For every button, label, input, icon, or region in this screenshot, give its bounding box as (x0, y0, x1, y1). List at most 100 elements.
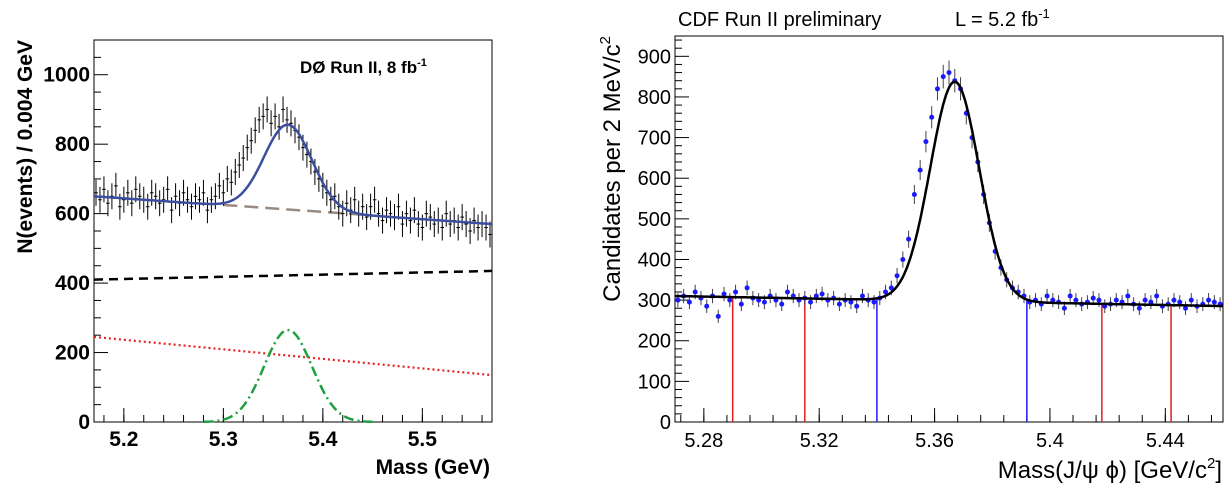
right-x-tick-label: 5.32 (800, 430, 839, 452)
right-x-tick-label: 5.28 (684, 430, 723, 452)
right-data-point (906, 236, 912, 242)
right-y-tick-label: 600 (638, 168, 671, 190)
left-y-tick-label: 800 (55, 133, 90, 156)
left-y-axis-label: N(events) / 0.004 GeV (14, 40, 37, 254)
right-data-point (900, 256, 906, 262)
right-data-point (946, 70, 952, 76)
right-data-point (813, 293, 819, 299)
right-title: CDF Run II preliminary (678, 9, 881, 31)
left-x-tick-label: 5.5 (408, 428, 438, 451)
right-data-point (819, 291, 825, 297)
right-data-point (779, 301, 785, 307)
right-y-tick-label: 200 (638, 331, 671, 353)
right-data-point (854, 303, 860, 309)
left-x-tick-label: 5.3 (209, 428, 238, 451)
right-data-point (1148, 299, 1154, 305)
right-y-tick-label: 900 (638, 46, 671, 68)
left-dotted-red-line (93, 335, 493, 377)
right-data-point (859, 293, 865, 299)
right-data-point (1096, 297, 1102, 303)
right-data-point (1067, 293, 1073, 299)
right-data-point (756, 297, 762, 303)
right-data-point (1211, 299, 1217, 305)
right-data-point (738, 301, 744, 307)
left-x-tick-label: 5.2 (109, 428, 138, 451)
right-x-tick-label: 5.4 (1036, 430, 1064, 452)
right-data-point (888, 285, 894, 291)
left-y-tick-label: 400 (55, 272, 90, 295)
right-data-point (715, 313, 721, 319)
right-data-point (923, 139, 929, 145)
right-plot-frame (674, 35, 1224, 423)
right-chart: 0 100 200 300 400 500 600 700 800 900 5.28 5.32 5.3… (597, 6, 1224, 484)
right-data-point (1090, 295, 1096, 301)
right-data-point (848, 299, 854, 305)
right-data-point (1044, 293, 1050, 299)
right-data-point (1183, 305, 1189, 311)
right-data-point (686, 299, 692, 305)
right-data-point (883, 289, 889, 295)
left-total-fit-curve (93, 123, 493, 226)
right-data-point (704, 303, 710, 309)
right-data-point (1136, 305, 1142, 311)
right-data-point (784, 289, 790, 295)
right-data-point (733, 289, 739, 295)
right-y-axis: 0 100 200 300 400 500 600 700 800 900 (638, 39, 689, 434)
left-plot-frame (93, 39, 493, 423)
left-background-line (223, 203, 373, 217)
right-x-axis-label: Mass(J/ψ ϕ) [GeV/c2] (998, 455, 1222, 484)
left-signal-curve (203, 328, 373, 424)
left-y-tick-label: 200 (55, 342, 90, 365)
right-fit-curve (674, 80, 1223, 308)
left-series-group (93, 96, 493, 424)
right-x-tick-label: 5.36 (915, 430, 954, 452)
right-data-point (1188, 297, 1194, 303)
right-data-point (727, 297, 733, 303)
right-y-tick-label: 0 (660, 412, 671, 434)
right-data-point (1073, 297, 1079, 303)
right-data-point (808, 299, 814, 305)
right-series-group (674, 60, 1223, 422)
left-x-axis-label: Mass (GeV) (376, 456, 490, 479)
right-data-point (940, 74, 946, 80)
right-y-axis-label: Candidates per 2 MeV/c2 (597, 36, 626, 302)
right-data-point (1177, 299, 1183, 305)
left-dashed-black-line (93, 269, 493, 281)
left-y-axis: 0 200 400 600 800 1000 (43, 39, 108, 434)
right-data-point (1113, 297, 1119, 303)
right-data-point (871, 299, 877, 305)
left-chart: 0 200 400 600 800 1000 5.2 5.3 5.4 5.5 DØ Run II… (14, 39, 493, 479)
right-data-point (911, 191, 917, 197)
right-data-point (894, 273, 900, 279)
right-data-point (1206, 297, 1212, 303)
left-y-tick-label: 600 (55, 203, 90, 226)
left-y-tick-label: 1000 (43, 64, 90, 87)
right-y-tick-label: 100 (638, 371, 671, 393)
left-annotation: DØ Run II, 8 fb-1 (300, 57, 427, 77)
right-data-point (929, 114, 935, 120)
left-y-tick-label: 0 (78, 411, 90, 434)
right-y-tick-label: 800 (638, 87, 671, 109)
right-data-point (1061, 305, 1067, 311)
left-x-axis: 5.2 5.3 5.4 5.5 (103, 408, 483, 451)
right-data-point (917, 167, 923, 173)
right-data-point (934, 86, 940, 92)
right-data-point (675, 297, 681, 303)
right-y-tick-label: 500 (638, 209, 671, 231)
right-data-point (744, 285, 750, 291)
right-data-point (836, 301, 842, 307)
left-x-tick-label: 5.4 (308, 428, 338, 451)
right-data-point (1171, 297, 1177, 303)
right-y-tick-label: 400 (638, 249, 671, 271)
right-data-point (1154, 293, 1160, 299)
right-data-point (1050, 297, 1056, 303)
right-y-tick-label: 700 (638, 128, 671, 150)
right-data-point (692, 289, 698, 295)
right-y-tick-label: 300 (638, 290, 671, 312)
right-data-point (1142, 297, 1148, 303)
right-x-axis: 5.28 5.32 5.36 5.4 5.44 (680, 408, 1212, 452)
right-data-point (1125, 293, 1131, 299)
right-data-point (721, 291, 727, 297)
right-lumi: L = 5.2 fb-1 (955, 6, 1050, 31)
